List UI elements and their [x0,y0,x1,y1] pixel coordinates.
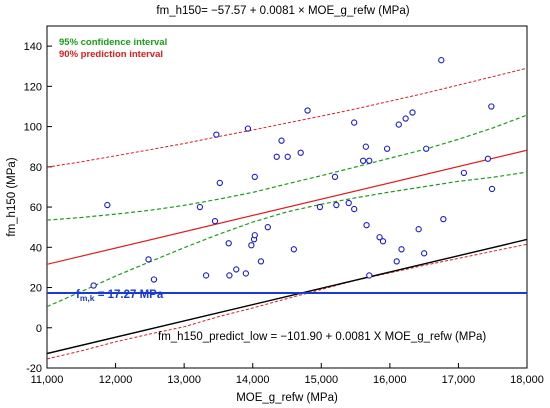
data-point [395,121,402,128]
data-point [290,246,298,253]
ci-upper-line [47,114,527,221]
data-point [379,238,387,245]
data-point [363,222,370,229]
data-point [226,272,233,279]
data-points [90,57,496,289]
y-tick-label: -20 [26,363,42,375]
data-point [484,155,492,162]
regression-line [47,149,527,265]
legend-confidence-interval: 95% confidence interval [59,37,167,48]
y-axis-label: fm_h150 (MPa) [6,157,18,236]
data-point [398,246,405,253]
plot-frame [46,25,528,369]
data-point [488,103,495,110]
x-axis-label: MOE_g_refw (MPa) [236,392,338,404]
x-tick-label: 18,000 [510,374,544,386]
data-point [331,173,339,181]
data-point [257,258,265,265]
data-point [359,157,367,164]
data-point [284,153,291,160]
data-point [213,131,220,138]
predict-low-equation: fm_h150_predict_low = −101.90 + 0.0081 X… [158,331,486,343]
data-point [248,242,255,249]
y-tick-label: 0 [36,323,42,335]
data-point [420,250,428,257]
data-point [316,203,324,211]
data-point [242,270,250,277]
data-point [351,205,358,213]
data-point [488,185,496,193]
legend-prediction-interval: 90% prediction interval [59,49,163,60]
data-point [251,232,258,239]
data-point [423,145,430,152]
data-point [393,258,400,265]
data-point [150,276,158,283]
prediction-interval-lines [47,67,527,360]
x-axis-ticks: 11,000 12,000 13,000 14,000 15,000 16,000 17,0… [31,363,544,386]
fmk-annotation: fm,k = 17.27 MPa [76,289,164,303]
data-point [251,173,258,181]
data-point [233,266,240,273]
x-tick-label: 16,000 [373,374,407,386]
fmk-value: = 17.27 MPa [95,289,164,301]
data-point [333,201,340,209]
data-point [440,215,447,223]
data-point [460,169,468,177]
data-point [376,234,383,241]
data-point [351,119,358,126]
data-point [366,272,373,279]
data-point [402,115,409,122]
fmk-symbol: f [76,289,80,301]
data-point [244,125,252,132]
y-tick-label: 140 [24,41,42,53]
data-point [273,153,280,160]
data-point [278,137,285,144]
x-tick-label: 12,000 [99,374,133,386]
data-point [104,201,111,209]
confidence-interval-lines [47,114,527,308]
data-point [438,57,445,64]
fmk-subscript: m,k [80,293,95,303]
data-point [225,240,232,247]
x-tick-label: 13,000 [167,374,201,386]
data-point [383,145,391,152]
y-tick-label: 120 [24,81,42,93]
data-point [202,272,210,279]
data-point [415,226,422,233]
x-tick-label: 15,000 [304,374,338,386]
y-tick-label: 20 [30,283,42,295]
data-point [145,256,152,263]
x-tick-label: 14,000 [236,374,270,386]
y-tick-label: 100 [24,122,42,134]
predict-low-line [47,238,527,355]
pi-lower-line [47,243,527,360]
data-point [304,107,311,114]
x-tick-label: 11,000 [31,374,64,386]
data-point [409,109,416,116]
ci-lower-line [47,171,527,308]
data-point [90,282,97,289]
data-point [366,157,373,164]
y-axis-ticks: -20 0 20 40 60 80 100 120 140 [24,41,52,375]
y-tick-label: 80 [30,162,42,174]
data-point [264,224,271,231]
data-point [362,143,370,150]
data-point [211,217,219,225]
data-point [297,149,304,156]
data-point [196,203,204,211]
data-point [345,199,352,207]
y-tick-label: 60 [30,202,42,214]
chart-title: fm_h150= −57.57 + 0.0081 × MOE_g_refw (M… [156,5,409,17]
pi-upper-line [47,67,527,168]
x-tick-label: 17,000 [442,374,476,386]
regression-lines [47,149,527,355]
data-point [216,179,223,187]
y-tick-label: 40 [30,242,42,254]
